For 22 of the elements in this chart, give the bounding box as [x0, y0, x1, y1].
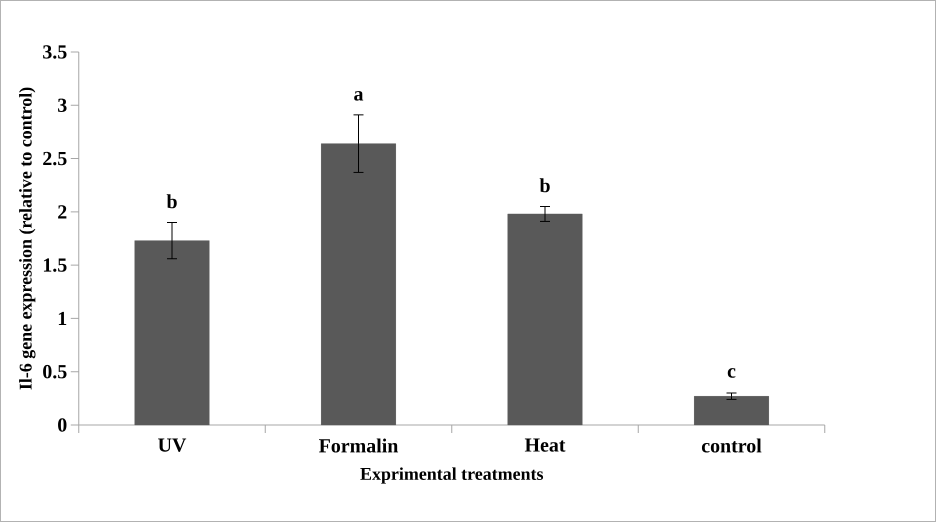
bar [321, 143, 396, 426]
y-tick-label: 1 [58, 312, 66, 325]
y-tick-label: 3.5 [43, 45, 67, 59]
annotation: b [540, 178, 550, 192]
bar [508, 214, 583, 426]
y-tick-label: 2 [58, 205, 66, 218]
bar [694, 396, 770, 426]
annotation: b [166, 194, 177, 208]
y-tick-label: 0 [58, 418, 66, 432]
x-axis-title: Exprimental treatments [360, 467, 544, 484]
x-tick-label: Heat [524, 438, 566, 452]
annotation: c [728, 368, 736, 378]
x-tick-label: UV [158, 438, 186, 452]
x-tick-label: Formalin [319, 438, 398, 453]
x-tick-label: control [702, 438, 762, 453]
y-tick-label: 2.5 [43, 152, 67, 166]
y-tick-label: 0.5 [43, 364, 67, 378]
y-tick-label: 1.5 [44, 258, 67, 272]
y-axis-title: Il-6 gene expression (relative to control) [19, 88, 36, 390]
annotation: a [354, 91, 364, 101]
y-tick-label: 3 [58, 98, 67, 112]
bar [134, 240, 210, 426]
